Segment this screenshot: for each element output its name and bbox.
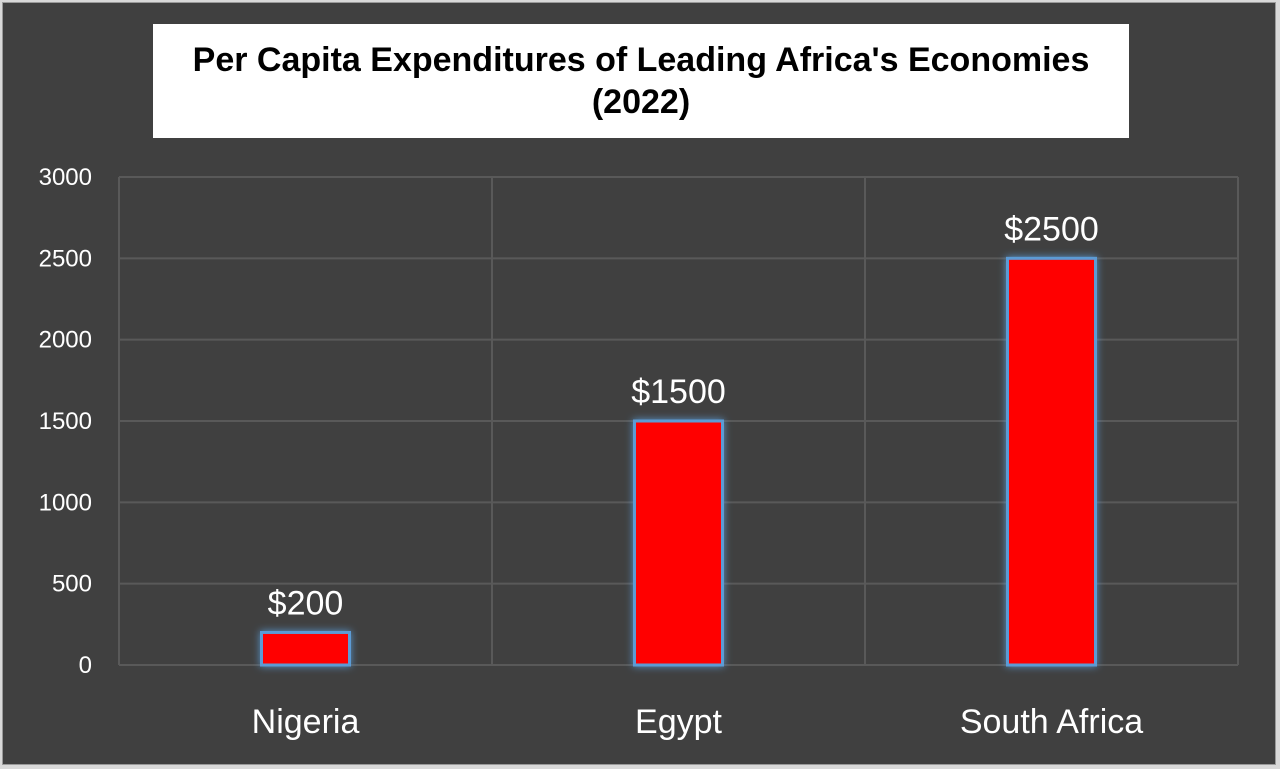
data-label: $2500: [1004, 210, 1099, 248]
bars: [260, 256, 1097, 667]
y-tick-label: 1000: [39, 489, 92, 516]
y-tick-label: 0: [79, 652, 92, 679]
chart-title-box: Per Capita Expenditures of Leading Afric…: [153, 24, 1129, 138]
y-tick-label: 2500: [39, 245, 92, 272]
x-axis-category-labels: Nigeria Egypt South Africa: [252, 703, 1144, 741]
y-tick-label: 500: [52, 571, 92, 598]
y-axis-tick-labels: 0 500 1000 1500 2000 2500 3000: [39, 164, 92, 679]
data-labels: $200 $1500 $2500: [268, 210, 1099, 622]
data-label: $200: [268, 584, 344, 622]
x-category-label: Nigeria: [252, 703, 360, 741]
x-category-label: Egypt: [635, 703, 722, 741]
y-tick-label: 1500: [39, 408, 92, 435]
chart-title: Per Capita Expenditures of Leading Afric…: [192, 41, 1090, 121]
bar-egypt[interactable]: [633, 419, 724, 667]
bar-south-africa[interactable]: [1006, 256, 1097, 667]
bar-nigeria[interactable]: [260, 630, 351, 667]
x-category-label: South Africa: [960, 703, 1143, 741]
data-label: $1500: [631, 373, 726, 411]
y-tick-label: 3000: [39, 164, 92, 191]
y-tick-label: 2000: [39, 327, 92, 354]
